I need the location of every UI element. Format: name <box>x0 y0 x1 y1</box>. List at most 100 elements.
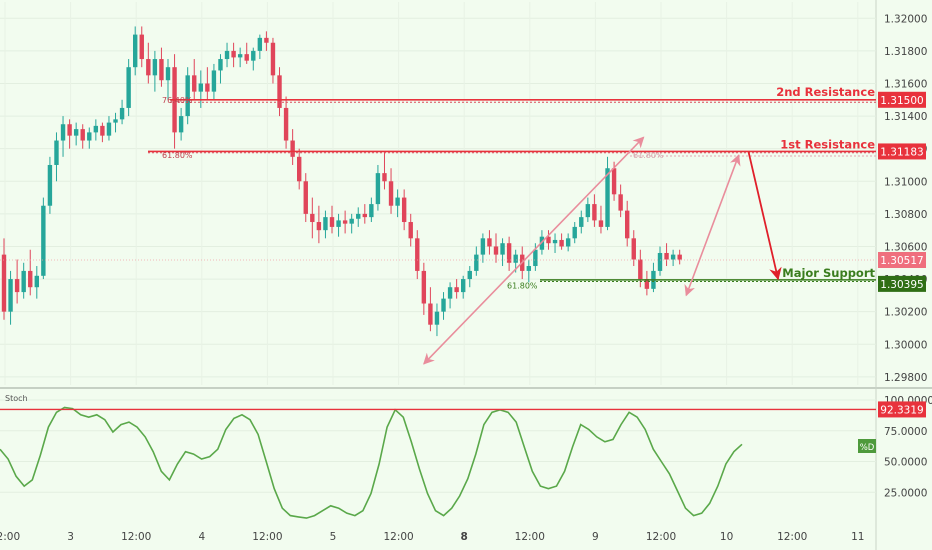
candle-body <box>382 173 387 182</box>
candle-body <box>480 238 486 255</box>
candle-body <box>54 140 59 165</box>
candle-body <box>126 67 131 108</box>
time-tick-label: 10 <box>720 531 733 543</box>
candle-body <box>41 205 46 276</box>
candle-body <box>113 119 118 123</box>
fib-61-upper-label: 61.80% <box>162 151 193 160</box>
candle-body <box>323 217 328 231</box>
candle-body <box>447 287 453 299</box>
candle-body <box>401 197 407 223</box>
candle-body <box>585 204 591 218</box>
time-axis: 12:00 3 12:00 4 12:00 5 12:00 8 12:00 9 12:00 10 12:… <box>0 531 864 543</box>
candle-body <box>264 37 269 43</box>
time-tick-label: 9 <box>592 531 599 543</box>
candle-body <box>139 34 144 60</box>
candle-body <box>60 124 66 141</box>
candle-body <box>664 252 669 260</box>
candle-body <box>592 204 597 221</box>
stoch-level-badge: 92.3319 <box>880 404 923 416</box>
candle-body <box>87 132 92 141</box>
fib-61-lower-label: 61.80% <box>507 282 538 291</box>
horizontal-levels <box>0 98 876 283</box>
candle-body <box>251 50 256 61</box>
time-tick-label: 12:00 <box>777 531 807 543</box>
candle-body <box>106 122 112 136</box>
major-support-price-badge: 1.30395 <box>880 279 923 291</box>
stoch-title: Stoch <box>5 394 28 403</box>
time-tick-label: 8 <box>461 531 468 543</box>
candle-body <box>526 266 531 271</box>
candle-body <box>316 222 322 231</box>
time-tick-label: 11 <box>851 531 864 543</box>
time-tick-label: 12:00 <box>0 531 20 543</box>
candle-body <box>618 194 623 211</box>
candle-body <box>631 238 636 260</box>
projection-arrow-0 <box>423 136 645 365</box>
fib-61-right-label: 61.80% <box>633 151 664 160</box>
candle-body <box>192 75 197 92</box>
candle-body <box>67 124 72 136</box>
price-tick-label: 1.31600 <box>884 78 927 90</box>
candle-body <box>598 220 604 227</box>
candle-body <box>1 254 7 312</box>
candle-body <box>218 59 223 71</box>
candle-body <box>73 129 79 136</box>
candle-body <box>310 213 315 223</box>
time-tick-label: 12:00 <box>252 531 282 543</box>
candle-body <box>93 125 99 133</box>
candle-body <box>552 239 558 244</box>
candle-body <box>165 67 171 81</box>
second-resistance-label: 2nd Resistance <box>776 85 875 99</box>
candle-body <box>224 50 230 60</box>
stoch-legend-badge: %D <box>860 443 875 453</box>
candle-body <box>211 70 217 92</box>
candle-body <box>329 217 335 227</box>
candle-body <box>185 75 190 117</box>
second-resistance-price-badge: 1.31500 <box>880 95 923 107</box>
candle-body <box>178 116 184 133</box>
candle-body <box>369 204 374 218</box>
candle-body <box>14 279 20 293</box>
candle-body <box>21 270 26 293</box>
stoch-legend-badge-bg <box>858 439 876 453</box>
candle-body <box>434 311 440 325</box>
projection-arrow-2 <box>747 151 782 281</box>
time-tick-label: 3 <box>67 531 74 543</box>
candle-body <box>565 238 571 247</box>
candle-body <box>421 270 427 304</box>
stoch-level-badge-bg <box>878 401 926 418</box>
candle-body <box>270 42 276 76</box>
price-tick-label: 1.31400 <box>884 111 927 123</box>
time-tick-label: 12:00 <box>646 531 676 543</box>
projection-arrow-1 <box>684 154 741 297</box>
candle-body <box>297 156 302 182</box>
candle-body <box>28 270 33 288</box>
first-resistance-label: 1st Resistance <box>780 137 875 151</box>
candle-body <box>152 59 158 76</box>
candle-body <box>237 54 243 58</box>
candle-body <box>493 246 499 255</box>
time-tick-label: 5 <box>330 531 337 543</box>
stoch-tick-label: 75.0000 <box>884 426 927 438</box>
time-tick-label: 12:00 <box>383 531 413 543</box>
time-tick-label: 4 <box>198 531 205 543</box>
second-resistance-price-badge-bg <box>878 91 926 108</box>
candle-body <box>487 238 492 247</box>
candle-body <box>611 168 617 195</box>
price-tick-label: 1.29800 <box>884 372 927 384</box>
candle-body <box>533 249 538 267</box>
candle-body <box>625 210 630 239</box>
candle-body <box>100 125 105 136</box>
major-support-price-badge-bg <box>878 275 926 292</box>
candle-body <box>342 220 348 224</box>
time-tick-label: 12:00 <box>121 531 151 543</box>
stoch-series: Stoch %D <box>0 394 876 519</box>
candle-body <box>277 75 282 108</box>
candle-body <box>572 226 577 239</box>
candle-body <box>336 220 341 227</box>
candle-body <box>375 173 381 205</box>
candle-body <box>474 254 479 271</box>
candle-body <box>500 243 505 255</box>
candle-body <box>244 54 249 61</box>
